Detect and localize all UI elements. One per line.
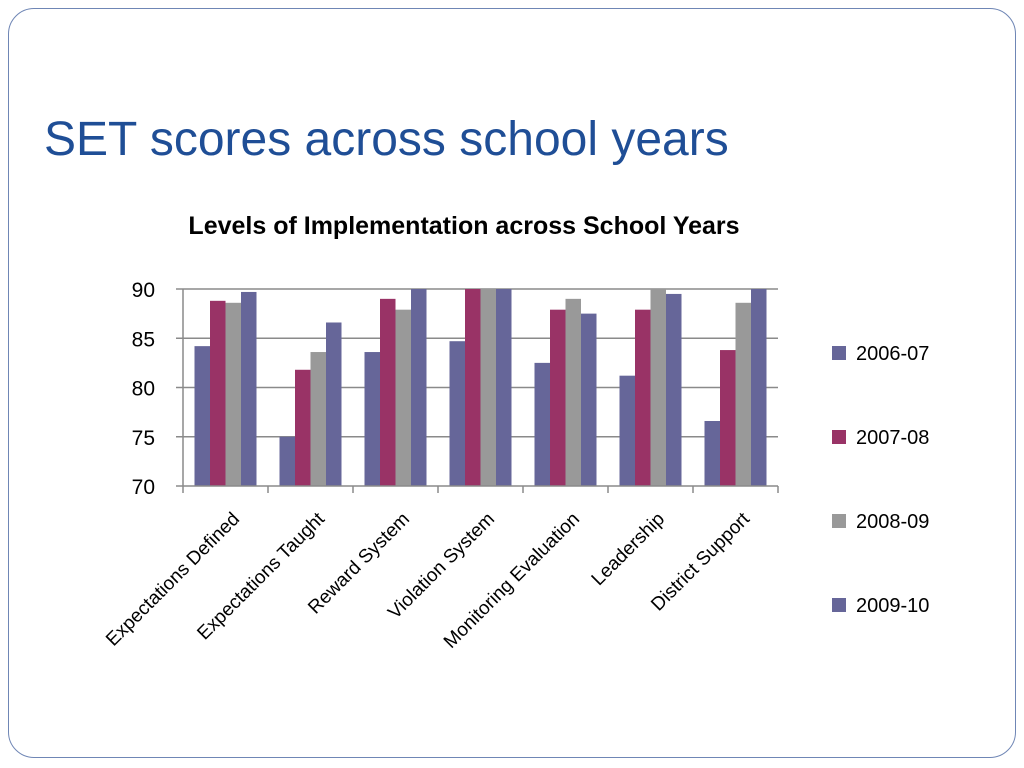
chart-title: Levels of Implementation across School Y… [188,212,739,240]
axes [182,289,779,493]
legend-swatch [832,514,846,528]
bar [411,289,427,486]
bar [720,350,736,486]
bar [581,313,597,486]
bar [496,289,512,486]
slide-frame [8,8,1016,758]
bar [735,302,751,486]
bar [650,289,666,486]
bar [326,322,342,486]
bar [704,420,720,486]
bar [295,369,311,486]
bar [534,362,550,486]
y-tick-label: 75 [132,427,155,450]
bar [480,289,496,486]
bar [635,309,651,486]
bar [751,289,767,486]
bar [449,341,465,486]
bar [550,309,566,486]
legend-label: 2008-09 [856,511,929,533]
y-axis-ticks: 90 85 80 75 70 [132,279,155,499]
legend-label: 2007-08 [856,427,929,449]
bar [380,298,396,486]
legend-swatch [832,346,846,360]
bar [565,298,581,486]
y-tick-label: 80 [132,378,155,401]
bars [194,289,767,486]
bar [241,291,257,486]
legend-swatch [832,598,846,612]
bar [395,309,411,486]
bar [210,300,226,486]
legend: 2006-07 2007-08 2008-09 2009-10 [832,343,929,617]
slide-title: SET scores across school years [44,113,729,166]
bar [465,289,481,486]
legend-label: 2006-07 [856,343,929,365]
bar [364,352,380,486]
bar [619,375,635,486]
x-tick-label: Leadership [588,509,669,590]
bar [666,293,682,486]
bar [279,436,295,486]
y-tick-label: 90 [132,279,155,302]
y-tick-label: 70 [132,476,155,499]
bar [225,302,241,486]
legend-swatch [832,430,846,444]
y-tick-label: 85 [132,328,155,351]
legend-label: 2009-10 [856,595,929,617]
bar [310,352,326,486]
bar [194,346,210,486]
